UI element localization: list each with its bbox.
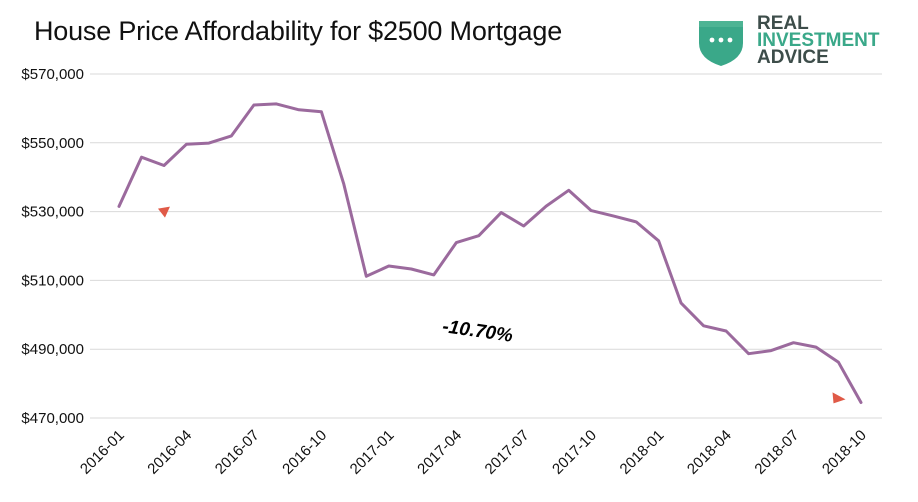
annotation-layer: -10.70% <box>441 316 514 347</box>
grid-lines <box>90 73 882 419</box>
brand-line-3: ADVICE <box>757 47 829 68</box>
chart-title: House Price Affordability for $2500 Mort… <box>34 16 563 46</box>
marker-layer <box>157 206 846 404</box>
y-tick-label: $510,000 <box>21 272 84 289</box>
x-tick-label: 2018-10 <box>819 427 870 478</box>
y-tick-label: $550,000 <box>21 135 84 152</box>
brand-line-1: REAL <box>757 13 809 34</box>
x-tick-label: 2017-07 <box>482 427 533 478</box>
x-axis-ticks: 2016-01 2016-04 2016-07 2016-10 2017-01 2017-… <box>77 427 870 478</box>
y-axis-ticks: $470,000 $490,000 $510,000 $530,000 $550,000… <box>21 66 84 427</box>
x-tick-label: 2017-01 <box>347 427 398 478</box>
trend-marker <box>832 392 846 404</box>
y-tick-label: $490,000 <box>21 341 84 358</box>
x-tick-label: 2017-10 <box>549 427 600 478</box>
x-tick-label: 2017-04 <box>414 427 465 478</box>
y-tick-label: $470,000 <box>21 410 84 427</box>
y-tick-label: $530,000 <box>21 204 84 221</box>
annotation-label: -10.70% <box>441 316 514 347</box>
x-tick-label: 2018-04 <box>684 427 735 478</box>
y-tick-label: $570,000 <box>21 66 84 83</box>
brand-logo: REAL INVESTMENT ADVICE <box>695 13 900 68</box>
shield-icon <box>699 21 743 66</box>
trend-marker <box>157 206 170 218</box>
x-tick-label: 2016-04 <box>144 427 195 478</box>
series-line <box>117 102 863 404</box>
brand-line-2: INVESTMENT <box>757 30 880 51</box>
series-layer <box>117 102 863 404</box>
x-tick-label: 2016-10 <box>279 427 330 478</box>
x-tick-label: 2018-01 <box>617 427 668 478</box>
x-tick-label: 2016-07 <box>212 427 263 478</box>
x-tick-label: 2016-01 <box>77 427 128 478</box>
x-tick-label: 2018-07 <box>751 427 802 478</box>
